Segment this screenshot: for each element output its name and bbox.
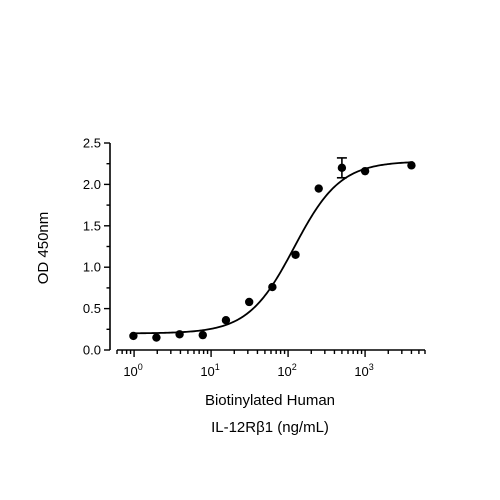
x-tick-label: 103 xyxy=(354,362,373,379)
y-axis-title: OD 450nm xyxy=(35,212,52,285)
y-tick-label: 1.5 xyxy=(83,218,101,233)
data-point xyxy=(244,297,254,307)
x-tick-label: 102 xyxy=(277,362,296,379)
data-point xyxy=(360,166,370,176)
data-point xyxy=(152,333,161,342)
x-axis: 100 101 102 103 xyxy=(116,349,426,379)
y-tick-label: 2.0 xyxy=(83,177,101,192)
y-tick-label: 0.5 xyxy=(83,301,101,316)
data-point xyxy=(291,250,300,259)
data-point xyxy=(337,163,347,173)
data-point xyxy=(175,330,184,339)
y-tick-label: 1.0 xyxy=(83,260,101,275)
fit-curve xyxy=(131,161,414,335)
y-tick-label: 0.0 xyxy=(83,343,101,358)
x-axis-title-line2: IL-12Rβ1 (ng/mL) xyxy=(211,419,329,436)
y-tick-label: 2.5 xyxy=(83,136,101,151)
data-point xyxy=(198,330,207,340)
data-points xyxy=(129,161,416,342)
data-point xyxy=(221,315,231,325)
data-point xyxy=(407,161,416,170)
data-point xyxy=(268,282,277,292)
data-point xyxy=(314,184,323,193)
x-axis-title-line1: Biotinylated Human xyxy=(205,392,335,409)
x-tick-label: 101 xyxy=(200,362,219,379)
x-tick-label: 100 xyxy=(123,362,142,379)
y-axis: 0.0 0.5 1.0 1.5 2.0 2.5 xyxy=(83,136,111,358)
data-point xyxy=(129,331,138,341)
